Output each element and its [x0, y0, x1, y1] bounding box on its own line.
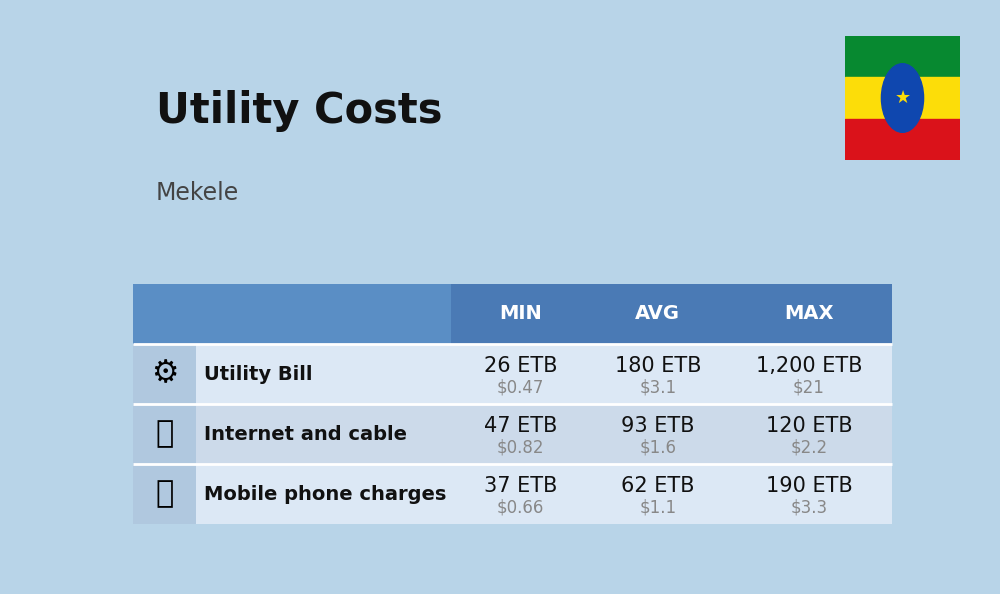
Text: ★: ★ — [894, 89, 911, 107]
FancyBboxPatch shape — [133, 284, 892, 344]
FancyBboxPatch shape — [133, 464, 196, 524]
Text: Internet and cable: Internet and cable — [204, 425, 407, 444]
Text: 180 ETB: 180 ETB — [615, 356, 701, 376]
Text: 📡: 📡 — [155, 419, 174, 448]
FancyBboxPatch shape — [133, 404, 196, 464]
FancyBboxPatch shape — [133, 284, 450, 344]
Text: $0.47: $0.47 — [497, 378, 544, 396]
Text: 62 ETB: 62 ETB — [621, 476, 695, 496]
Text: MIN: MIN — [499, 305, 542, 324]
FancyBboxPatch shape — [133, 464, 892, 524]
Text: $0.66: $0.66 — [497, 498, 544, 516]
Text: Utility Costs: Utility Costs — [156, 90, 442, 132]
FancyBboxPatch shape — [133, 344, 892, 404]
Text: 120 ETB: 120 ETB — [766, 416, 852, 436]
Text: $2.2: $2.2 — [790, 438, 828, 456]
Text: $1.1: $1.1 — [639, 498, 676, 516]
Text: 📱: 📱 — [155, 479, 174, 508]
Text: Mekele: Mekele — [156, 181, 239, 205]
Bar — [845, 36, 960, 77]
FancyBboxPatch shape — [133, 404, 892, 464]
Text: AVG: AVG — [635, 305, 680, 324]
Text: 26 ETB: 26 ETB — [484, 356, 557, 376]
Text: $0.82: $0.82 — [496, 438, 544, 456]
Text: $3.1: $3.1 — [639, 378, 676, 396]
Circle shape — [881, 64, 924, 132]
Text: Mobile phone charges: Mobile phone charges — [204, 485, 446, 504]
Text: $3.3: $3.3 — [790, 498, 828, 516]
Text: Utility Bill: Utility Bill — [204, 365, 313, 384]
Bar — [845, 77, 960, 119]
Text: 190 ETB: 190 ETB — [766, 476, 852, 496]
Text: $1.6: $1.6 — [639, 438, 676, 456]
Text: ⚙: ⚙ — [151, 359, 178, 388]
Text: 47 ETB: 47 ETB — [484, 416, 557, 436]
Text: 37 ETB: 37 ETB — [484, 476, 557, 496]
Text: MAX: MAX — [784, 305, 834, 324]
Text: 1,200 ETB: 1,200 ETB — [756, 356, 862, 376]
Text: $21: $21 — [793, 378, 825, 396]
Bar — [845, 119, 960, 160]
FancyBboxPatch shape — [133, 344, 196, 404]
Text: 93 ETB: 93 ETB — [621, 416, 695, 436]
